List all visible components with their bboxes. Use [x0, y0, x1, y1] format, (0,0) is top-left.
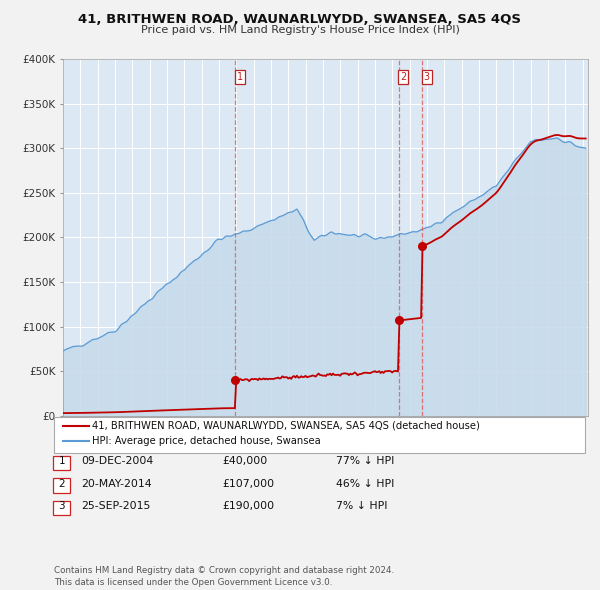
Text: £107,000: £107,000: [222, 479, 274, 489]
Text: Price paid vs. HM Land Registry's House Price Index (HPI): Price paid vs. HM Land Registry's House …: [140, 25, 460, 35]
Text: 77% ↓ HPI: 77% ↓ HPI: [336, 457, 394, 466]
Text: 3: 3: [58, 502, 65, 511]
Text: 2: 2: [400, 72, 406, 82]
Text: 20-MAY-2014: 20-MAY-2014: [81, 479, 152, 489]
Text: Contains HM Land Registry data © Crown copyright and database right 2024.
This d: Contains HM Land Registry data © Crown c…: [54, 566, 394, 587]
Text: £40,000: £40,000: [222, 457, 267, 466]
Text: 41, BRITHWEN ROAD, WAUNARLWYDD, SWANSEA, SA5 4QS: 41, BRITHWEN ROAD, WAUNARLWYDD, SWANSEA,…: [79, 13, 521, 26]
Text: 7% ↓ HPI: 7% ↓ HPI: [336, 502, 388, 511]
Text: 46% ↓ HPI: 46% ↓ HPI: [336, 479, 394, 489]
Text: HPI: Average price, detached house, Swansea: HPI: Average price, detached house, Swan…: [92, 437, 320, 446]
Text: 1: 1: [236, 72, 243, 82]
Text: 3: 3: [424, 72, 430, 82]
Text: 25-SEP-2015: 25-SEP-2015: [81, 502, 151, 511]
Text: 41, BRITHWEN ROAD, WAUNARLWYDD, SWANSEA, SA5 4QS (detached house): 41, BRITHWEN ROAD, WAUNARLWYDD, SWANSEA,…: [92, 421, 479, 431]
Text: £190,000: £190,000: [222, 502, 274, 511]
Text: 09-DEC-2004: 09-DEC-2004: [81, 457, 153, 466]
Text: 2: 2: [58, 479, 65, 489]
Text: 1: 1: [58, 457, 65, 466]
